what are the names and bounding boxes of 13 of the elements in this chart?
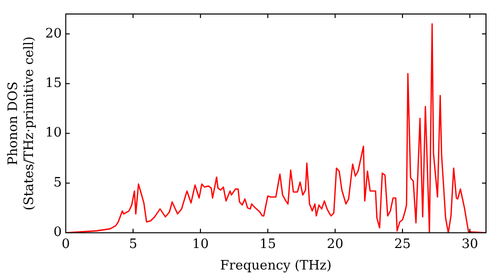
x-tick-label: 30 [462, 236, 478, 252]
x-tick-label: 15 [260, 236, 276, 252]
y-tick-label: 15 [45, 76, 62, 91]
y-tick-label: 10 [45, 126, 62, 141]
x-tick-label: 25 [394, 236, 411, 252]
y-tick-label: 5 [53, 175, 62, 190]
y-tick-label: 0 [53, 225, 62, 240]
x-axis-title: Frequency (THz) [220, 258, 332, 274]
x-tick-label: 20 [326, 236, 344, 252]
y-axis-title: Phonon DOS (States/THz·primitive cell) [6, 36, 37, 210]
x-tick-label: 5 [128, 236, 138, 252]
x-tick-label: 10 [192, 236, 209, 252]
y-tick-label: 20 [45, 26, 62, 42]
